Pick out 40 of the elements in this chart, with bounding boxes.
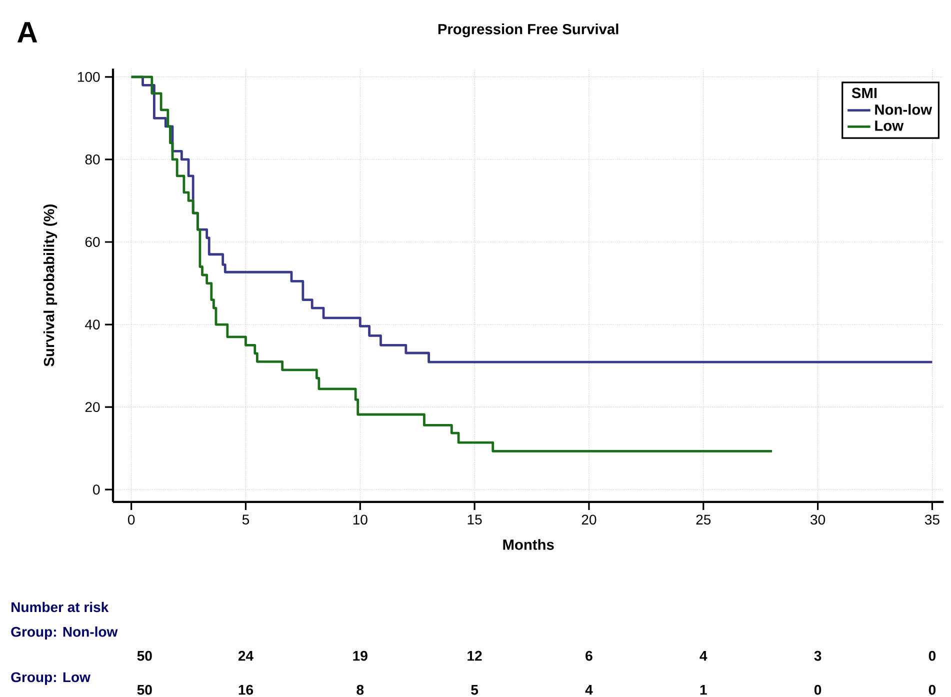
x-tick-label: 35 [924, 514, 940, 525]
x-tick-label: 15 [468, 514, 482, 524]
legend-label: Low [875, 120, 904, 131]
y-tick-label: 0 [93, 484, 100, 495]
x-axis-title: Months [503, 539, 554, 550]
x-tick-label: 10 [353, 514, 368, 525]
chart-title: Progression Free Survival [438, 24, 618, 38]
text: 3 [814, 650, 822, 661]
text: A [17, 22, 38, 42]
x-tick-label: 0 [128, 514, 135, 525]
text: 1 [700, 685, 707, 695]
y-tick-label: 40 [85, 320, 100, 330]
text: Number at risk [12, 602, 109, 612]
text: 0 [928, 650, 936, 661]
y-tick-label: 60 [85, 237, 100, 247]
y-tick-label: 80 [85, 154, 100, 164]
text: 50 [137, 684, 152, 695]
y-tick-label: 100 [78, 72, 100, 82]
text: 24 [238, 650, 254, 661]
x-tick-label: 20 [582, 514, 596, 525]
x-tick-label: 5 [242, 514, 250, 524]
text: 4 [700, 651, 708, 661]
legend-title: SMI [852, 88, 877, 98]
text: 4 [585, 685, 593, 695]
text: 0 [928, 684, 936, 695]
text: 12 [468, 650, 482, 661]
text: 19 [353, 650, 368, 661]
text: 0 [814, 684, 822, 695]
legend-label: Non-low [875, 104, 932, 115]
text: 16 [238, 684, 254, 695]
text: 5 [471, 685, 478, 695]
text: 6 [586, 650, 592, 661]
text: 50 [137, 650, 152, 661]
text: 8 [356, 684, 364, 695]
x-tick-label: 30 [810, 514, 826, 525]
x-tick-label: 25 [696, 514, 711, 525]
y-axis-title: Survival probability (%) [43, 204, 58, 366]
y-tick-label: 20 [85, 402, 100, 412]
text: Group: Low [11, 672, 90, 685]
text: Group: Non-low [11, 626, 118, 640]
